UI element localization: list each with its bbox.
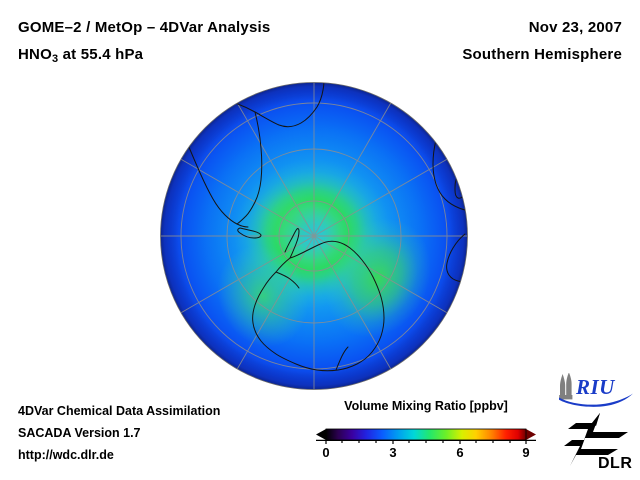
- coast-antarctic-peninsula: [284, 228, 300, 259]
- figure-title: GOME–2 / MetOp – 4DVar Analysis: [18, 19, 271, 36]
- colorbar-ticks: [316, 439, 536, 444]
- coast-new-zealand: [448, 317, 457, 340]
- coast-tierra-del-fuego: [237, 227, 262, 239]
- dlr-wordmark: DLR: [598, 455, 632, 470]
- cathedral-towers-icon: [559, 373, 573, 400]
- species-level-label: HNO3 at 55.4 hPa: [18, 41, 270, 70]
- footer-version-label: SACADA Version 1.7: [18, 426, 141, 440]
- colorbar-tick-labels: 0 3 6 9: [312, 445, 540, 465]
- globe-outline: [160, 82, 468, 390]
- dlr-logo: DLR: [562, 412, 636, 470]
- colorbar-gradient-holder: [312, 418, 540, 444]
- dlr-mark-icon: [564, 413, 628, 466]
- coast-africa-east: [459, 91, 468, 135]
- colorbar-tick-0: 0: [322, 445, 330, 460]
- footer-left: 4DVar Chemical Data Assimilation SACADA …: [18, 400, 220, 466]
- colorbar-gradient: [326, 429, 526, 440]
- colorbar-title: Volume Mixing Ratio [ppbv]: [344, 399, 508, 413]
- colorbar-over-arrow: [526, 429, 536, 440]
- riu-logo: RIU: [557, 373, 637, 407]
- colorbar-tick-9: 9: [522, 445, 530, 460]
- footer-method-label: 4DVar Chemical Data Assimilation: [18, 404, 221, 418]
- meridians: [160, 82, 468, 390]
- coast-antarctica: [252, 240, 385, 372]
- riu-swoosh-icon: [559, 393, 633, 407]
- date-label: Nov 23, 2007: [528, 19, 622, 36]
- header-right: Nov 23, 2007 Southern Hemisphere: [462, 14, 622, 68]
- colorbar: Volume Mixing Ratio [ppbv]: [312, 398, 540, 465]
- graticule: [160, 82, 468, 390]
- colorbar-tick-3: 3: [389, 445, 397, 460]
- colorbar-tick-6: 6: [456, 445, 464, 460]
- polar-map: [160, 82, 468, 390]
- species-formula-prefix: HNO: [18, 46, 52, 63]
- species-formula-subscript: 3: [51, 53, 59, 65]
- coast-south-america-east: [236, 111, 263, 225]
- riu-wordmark: RIU: [575, 375, 616, 399]
- footer-url-link[interactable]: http://wdc.dlr.de: [18, 448, 114, 462]
- pressure-level-text: at 55.4 hPa: [58, 46, 144, 63]
- header-left: GOME–2 / MetOp – 4DVar Analysis HNO3 at …: [18, 14, 270, 70]
- coast-australia: [446, 233, 468, 283]
- region-label: Southern Hemisphere: [462, 46, 622, 63]
- coast-antarctica-inlet-ross: [335, 346, 349, 371]
- colorbar-under-arrow: [316, 429, 326, 440]
- coast-antarctica-inlet-weddell: [275, 271, 300, 289]
